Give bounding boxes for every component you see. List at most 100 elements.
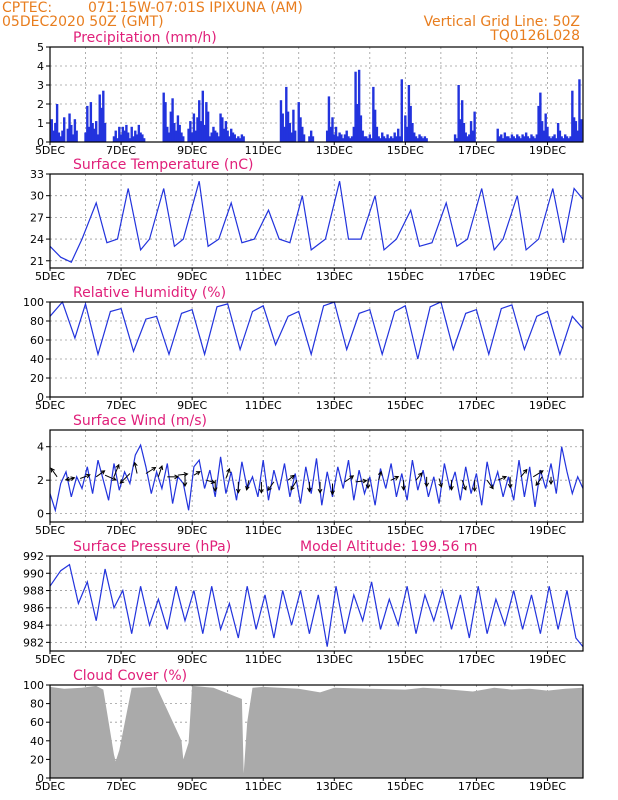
wind-arrow bbox=[378, 471, 382, 481]
wind-arrow bbox=[486, 479, 494, 489]
precip-bar bbox=[281, 113, 284, 142]
precip-bar bbox=[388, 138, 391, 142]
precip-bar bbox=[333, 134, 336, 142]
precip-bar bbox=[537, 105, 540, 142]
precip-bar bbox=[215, 132, 219, 142]
precip-bar bbox=[418, 134, 421, 142]
precip-bar bbox=[301, 126, 304, 142]
wind-arrow bbox=[225, 468, 230, 479]
precip-bar bbox=[343, 134, 347, 142]
precip-bar bbox=[464, 132, 467, 142]
precip-bar bbox=[397, 128, 400, 142]
precip-bar bbox=[125, 124, 128, 142]
precip-bar bbox=[63, 117, 66, 142]
precip-bar bbox=[532, 136, 535, 142]
precip-bar bbox=[505, 136, 508, 142]
precip-bar bbox=[384, 138, 387, 142]
wind-arrow-head bbox=[210, 479, 216, 484]
precip-bar bbox=[325, 130, 329, 142]
precip-bar bbox=[290, 132, 293, 142]
precip-bar bbox=[372, 86, 375, 142]
precip-bar bbox=[199, 121, 203, 142]
panel-title: Surface Wind (m/s) bbox=[73, 413, 207, 429]
precip-bar bbox=[416, 138, 419, 142]
cloud-cover-area bbox=[50, 685, 583, 778]
x-tick-label: 19DEC bbox=[529, 653, 566, 666]
wind-arrow-head bbox=[535, 481, 540, 487]
precip-bar bbox=[94, 121, 98, 142]
pres-series-line bbox=[49, 563, 584, 648]
precip-bar bbox=[404, 115, 407, 142]
x-tick-label: 19DEC bbox=[529, 780, 566, 793]
x-tick-label: 11DEC bbox=[245, 653, 282, 666]
x-tick-label: 13DEC bbox=[316, 399, 353, 412]
wind-arrow bbox=[157, 465, 163, 477]
precip-bar bbox=[226, 130, 229, 142]
precip-bar bbox=[471, 130, 475, 142]
wind-arrow bbox=[65, 478, 74, 481]
precip-bar bbox=[135, 134, 139, 142]
precip-bar bbox=[542, 130, 546, 142]
x-tick-label: 5DEC bbox=[35, 144, 65, 157]
precip-bar bbox=[329, 126, 332, 142]
wind-arrow-head bbox=[259, 488, 264, 494]
precip-bar bbox=[75, 130, 78, 142]
y-tick-label: 60 bbox=[30, 334, 44, 347]
precip-bar bbox=[562, 138, 565, 142]
precip-bar bbox=[356, 104, 359, 142]
y-tick-label: 21 bbox=[30, 255, 44, 268]
precip-bar bbox=[228, 136, 231, 142]
precip-bar bbox=[142, 138, 146, 142]
precip-bar bbox=[196, 117, 199, 142]
precip-bar bbox=[368, 134, 371, 142]
precip-bar bbox=[123, 130, 126, 142]
precip-bar bbox=[299, 117, 302, 142]
precip-bar bbox=[528, 138, 531, 142]
precip-bar bbox=[203, 124, 206, 142]
precip-bar bbox=[370, 138, 373, 142]
y-tick-label: 60 bbox=[30, 716, 44, 729]
precip-bar bbox=[235, 138, 238, 142]
precip-bar bbox=[460, 100, 464, 142]
precip-bar bbox=[210, 132, 213, 142]
x-tick-label: 17DEC bbox=[458, 780, 495, 793]
precip-bar bbox=[139, 132, 142, 142]
precip-bar bbox=[548, 136, 551, 142]
precip-bar bbox=[171, 98, 174, 142]
precip-bar bbox=[507, 136, 510, 142]
precip-bar bbox=[240, 134, 244, 142]
precip-bar bbox=[423, 136, 427, 142]
precip-bar bbox=[457, 85, 460, 142]
precip-bar bbox=[469, 121, 473, 142]
wind-arrow bbox=[50, 468, 58, 478]
x-tick-label: 5DEC bbox=[35, 524, 65, 537]
precip-bar bbox=[556, 123, 560, 142]
precip-bar bbox=[409, 105, 412, 142]
x-tick-label: 7DEC bbox=[106, 270, 136, 283]
wind-arrow bbox=[80, 474, 90, 479]
precip-bar bbox=[96, 134, 100, 142]
wind-arrow-head bbox=[115, 463, 120, 469]
precip-bar bbox=[510, 134, 514, 142]
wind-arrow-head bbox=[212, 487, 218, 493]
y-tick-label: 4 bbox=[37, 60, 44, 73]
y-tick-label: 100 bbox=[23, 296, 44, 309]
precip-bar bbox=[176, 115, 180, 142]
precip-bar bbox=[206, 111, 210, 142]
y-tick-label: 2 bbox=[37, 98, 44, 111]
precip-bar bbox=[87, 126, 91, 142]
precip-bar bbox=[293, 130, 297, 142]
wind-arrow-head bbox=[472, 487, 477, 493]
precip-bar bbox=[395, 136, 398, 142]
precip-bar bbox=[89, 102, 93, 142]
precip-bar bbox=[375, 126, 379, 142]
precip-bar bbox=[535, 134, 539, 142]
precip-bar bbox=[231, 132, 235, 142]
wind-arrow bbox=[355, 480, 367, 483]
wind-arrow-head bbox=[226, 467, 231, 473]
precip-bar bbox=[500, 134, 503, 142]
precip-bar bbox=[407, 85, 411, 142]
panel-frame bbox=[49, 555, 584, 652]
panel-title: Cloud Cover (%) bbox=[73, 668, 187, 684]
